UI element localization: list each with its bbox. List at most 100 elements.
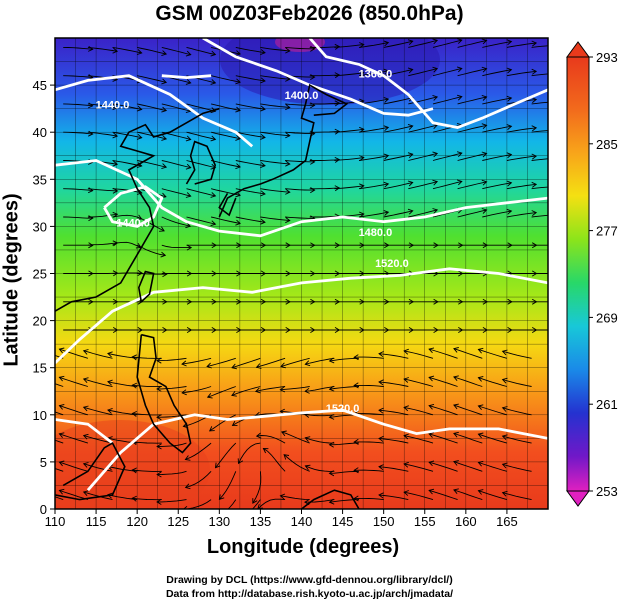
streamline-arrowhead	[285, 188, 291, 195]
streamline	[137, 103, 167, 112]
streamline	[251, 499, 261, 509]
streamline	[309, 187, 340, 190]
y-tick-label: 25	[33, 267, 47, 282]
streamline-arrowhead	[334, 100, 341, 107]
streamline	[482, 182, 512, 190]
map-title: GSM 00Z03Feb2026 (850.0hPa)	[155, 2, 464, 25]
streamline	[506, 127, 537, 133]
x-tick-label: 135	[250, 514, 272, 529]
streamline	[285, 216, 315, 219]
streamline	[112, 103, 142, 110]
contour-label: 1480.0	[359, 227, 393, 239]
streamline	[354, 469, 384, 472]
streamline	[334, 44, 364, 48]
streamline	[358, 183, 389, 190]
streamline	[329, 357, 360, 362]
streamline-arrowhead	[231, 391, 237, 397]
streamline-arrowhead	[428, 347, 435, 354]
streamline	[59, 461, 89, 472]
streamline-arrowhead	[481, 151, 488, 158]
streamline	[63, 188, 93, 192]
streamline-arrowhead	[82, 490, 89, 497]
streamline	[383, 69, 413, 77]
streamline	[235, 160, 266, 167]
streamline	[408, 68, 438, 77]
streamline	[428, 489, 458, 501]
streamline-arrowhead	[210, 163, 217, 170]
streamline-arrowhead	[456, 179, 463, 186]
streamline-arrowhead	[112, 104, 119, 111]
streamline	[378, 409, 409, 416]
streamline	[506, 42, 537, 48]
streamline	[354, 497, 384, 501]
streamline	[309, 46, 340, 48]
streamline	[281, 431, 310, 444]
streamline	[404, 463, 434, 472]
streamline	[87, 131, 118, 137]
streamline	[137, 160, 167, 168]
streamline-arrowhead	[453, 460, 459, 466]
streamline	[502, 350, 532, 359]
streamline-arrowhead	[328, 498, 335, 505]
streamline	[428, 348, 458, 359]
streamline	[55, 354, 64, 359]
streamline	[161, 103, 191, 112]
colorbar-tick-label: 253	[596, 484, 618, 499]
contour-label: 1520.0	[326, 403, 360, 415]
streamline	[428, 461, 458, 472]
streamline-arrowhead	[428, 432, 435, 438]
streamline-arrowhead	[501, 406, 508, 412]
streamline	[478, 348, 508, 359]
streamline-arrowhead	[531, 181, 538, 188]
streamline	[408, 209, 438, 218]
y-tick-label: 15	[33, 361, 47, 376]
streamline-arrowhead	[531, 68, 538, 75]
streamline	[83, 491, 113, 501]
streamline	[112, 241, 142, 248]
streamline	[453, 461, 483, 472]
credit-drawing: Drawing by DCL (https://www.gfd-dennou.o…	[166, 574, 453, 586]
streamline	[132, 413, 162, 416]
streamline-arrowhead	[506, 95, 513, 102]
colorbar-scale	[566, 56, 590, 492]
streamline	[255, 386, 286, 392]
streamline-arrowhead	[210, 79, 217, 85]
streamline	[83, 435, 113, 444]
streamline	[132, 497, 162, 501]
streamline	[482, 69, 512, 77]
streamline	[59, 348, 89, 359]
streamline	[358, 42, 389, 48]
streamline	[132, 441, 162, 444]
streamline	[285, 103, 315, 106]
streamline-arrowhead	[531, 210, 538, 216]
streamline-arrowhead	[82, 377, 89, 384]
streamline-arrowhead	[161, 135, 168, 141]
streamline-arrowhead	[184, 455, 191, 461]
contour-label: 1360.0	[359, 69, 393, 81]
coastline-segment	[55, 107, 220, 312]
streamline-arrowhead	[161, 78, 168, 85]
streamline-arrowhead	[407, 208, 414, 215]
height-contour	[55, 418, 114, 445]
streamline-arrowhead	[235, 78, 241, 85]
streamline-arrowhead	[210, 192, 217, 198]
streamline-arrowhead	[481, 94, 488, 101]
streamline	[263, 448, 286, 472]
streamline	[206, 357, 236, 367]
streamline	[83, 463, 113, 472]
streamline	[161, 46, 191, 56]
streamline	[531, 186, 548, 190]
streamline-arrowhead	[531, 40, 538, 47]
colorbar-tick-label: 261	[596, 397, 618, 412]
streamline	[235, 75, 266, 82]
streamline	[309, 74, 340, 77]
streamline-arrowhead	[407, 67, 414, 74]
streamline-arrowhead	[407, 180, 414, 187]
streamline	[502, 463, 532, 472]
streamline-arrowhead	[82, 462, 89, 468]
streamline	[457, 153, 487, 161]
streamline	[383, 182, 413, 190]
streamline-arrowhead	[531, 125, 538, 132]
colorbar-tick-label: 277	[596, 224, 618, 239]
